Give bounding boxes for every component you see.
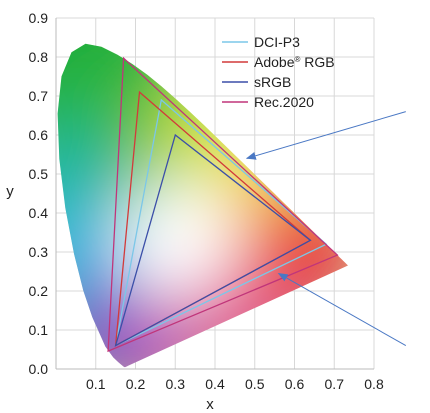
legend-label: Adobe® RGB xyxy=(254,54,335,70)
y-tick-label: 0.7 xyxy=(29,88,49,104)
legend-label: sRGB xyxy=(254,74,291,90)
gamut-triangles xyxy=(107,56,339,353)
y-tick-label: 0.8 xyxy=(29,49,49,65)
y-tick-label: 0.2 xyxy=(29,283,49,299)
y-tick-label: 0.5 xyxy=(29,166,49,182)
y-tick-label: 0.1 xyxy=(29,322,49,338)
gamut-triangle-dci-p3 xyxy=(114,98,328,347)
x-tick-label: 0.5 xyxy=(245,376,265,392)
color-blob xyxy=(123,215,204,296)
legend-label: DCI-P3 xyxy=(254,34,300,50)
annotation-arrow xyxy=(277,272,407,347)
x-tick-label: 0.1 xyxy=(86,376,106,392)
x-tick-label: 0.2 xyxy=(126,376,146,392)
y-tick-label: 0.9 xyxy=(29,10,49,26)
x-tick-label: 0.6 xyxy=(285,376,305,392)
x-axis-label: x xyxy=(206,396,214,413)
x-tick-label: 0.7 xyxy=(325,376,345,392)
x-tick-label: 0.4 xyxy=(205,376,225,392)
y-tick-label: 0.4 xyxy=(29,205,49,221)
x-tick-label: 0.3 xyxy=(166,376,186,392)
y-tick-label: 0.3 xyxy=(29,244,49,260)
annotation-arrow xyxy=(245,111,406,160)
x-tick-label: 0.8 xyxy=(364,376,384,392)
gamut-triangle-srgb xyxy=(114,133,312,347)
y-tick-label: 0.0 xyxy=(29,361,49,377)
legend: DCI-P3 Adobe® RGB sRGB Rec.2020 xyxy=(222,34,335,110)
y-tick-label: 0.6 xyxy=(29,127,49,143)
y-axis-label: y xyxy=(6,183,14,200)
gamut-triangle-rec-2020 xyxy=(107,56,339,353)
legend-label: Rec.2020 xyxy=(254,94,314,110)
